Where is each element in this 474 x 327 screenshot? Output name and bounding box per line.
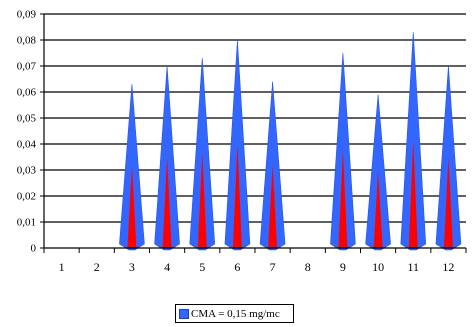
y-tick-label: 0,07 <box>17 61 37 73</box>
x-tick-label: 10 <box>372 260 384 274</box>
bar-highlight <box>197 153 207 248</box>
y-tick-label: 0,08 <box>17 35 37 47</box>
bars <box>119 32 462 251</box>
x-tick-label: 6 <box>234 260 240 274</box>
bar-highlight <box>338 150 348 248</box>
bar-highlight <box>408 140 418 248</box>
x-tick-labels: 1 2 3 4 5 6 7 8 9 10 11 12 <box>59 260 455 274</box>
y-tick-label: 0,01 <box>17 217 36 229</box>
x-tick-label: 4 <box>164 260 170 274</box>
x-tick-label: 12 <box>442 260 454 274</box>
x-tick-label: 5 <box>199 260 205 274</box>
legend-swatch <box>179 308 189 319</box>
y-tick-labels: 0 0,01 0,02 0,03 0,04 0,05 0,06 0,07 0,08 0,09 <box>17 9 37 255</box>
x-tick-label: 7 <box>270 260 276 274</box>
bar-highlight <box>373 171 383 248</box>
bar-highlight <box>232 144 242 248</box>
bar-highlight <box>127 166 137 248</box>
y-tick-label: 0,06 <box>17 87 37 99</box>
y-tick-label: 0,03 <box>17 165 37 177</box>
legend-label: CMA = 0,15 mg/mc <box>191 307 280 320</box>
y-tick-label: 0,05 <box>17 113 37 125</box>
y-tick-label: 0 <box>31 243 37 255</box>
y-tick-label: 0,04 <box>17 139 37 151</box>
x-tick-label: 11 <box>407 260 419 274</box>
bar-highlight <box>268 164 278 248</box>
x-tick-label: 2 <box>94 260 100 274</box>
bar-highlight <box>443 157 453 248</box>
legend: CMA = 0,15 mg/mc <box>175 304 294 323</box>
gridlines <box>44 13 466 223</box>
y-tick-label: 0,02 <box>17 191 36 203</box>
bar-highlight <box>162 157 172 248</box>
x-tick-label: 9 <box>340 260 346 274</box>
x-tick-label: 3 <box>129 260 135 274</box>
y-tick-label: 0,09 <box>17 9 37 21</box>
axes <box>40 13 467 253</box>
x-tick-label: 8 <box>305 260 311 274</box>
x-tick-label: 1 <box>59 260 65 274</box>
